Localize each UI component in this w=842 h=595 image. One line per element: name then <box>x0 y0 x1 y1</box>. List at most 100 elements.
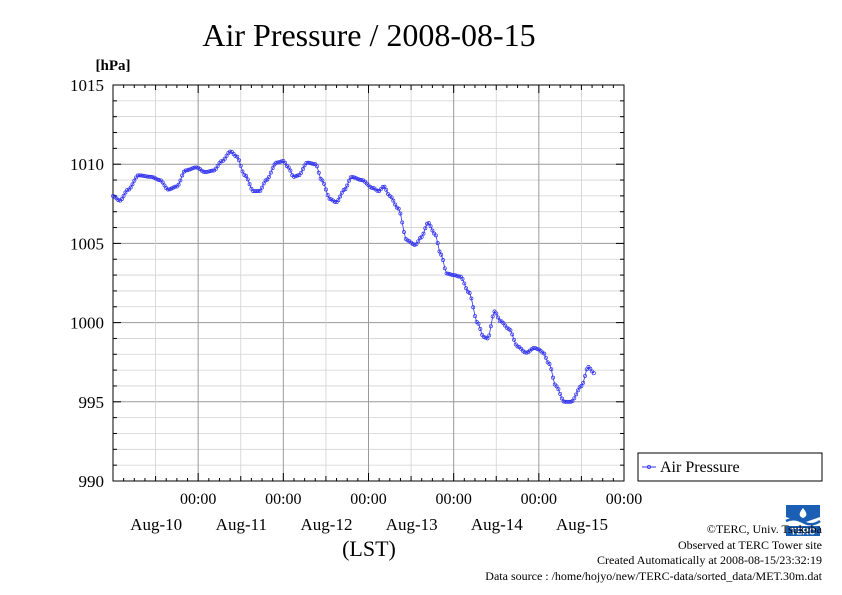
data-point <box>173 184 178 189</box>
data-point <box>473 314 477 319</box>
data-point <box>307 161 312 165</box>
data-point <box>142 174 147 179</box>
data-point <box>150 174 154 179</box>
data-point <box>166 187 170 192</box>
data-point <box>178 178 183 183</box>
data-point <box>192 165 197 170</box>
data-point <box>444 271 449 276</box>
data-point <box>469 296 474 301</box>
data-point <box>354 176 359 181</box>
data-point <box>554 384 559 389</box>
data-point <box>501 321 506 326</box>
data-point <box>288 168 293 173</box>
y-tick-label: 1015 <box>70 76 104 95</box>
data-point <box>547 362 552 366</box>
data-point <box>510 332 515 337</box>
credit-copyright: ©TERC, Univ. Tsukuba <box>706 522 822 536</box>
data-point <box>370 185 374 190</box>
data-point <box>467 291 472 295</box>
data-point <box>563 399 568 404</box>
data-point <box>433 233 438 238</box>
data-point <box>267 174 272 179</box>
data-point <box>558 391 563 396</box>
data-point <box>139 173 144 178</box>
x-tick-date-label: Aug-10 <box>130 515 182 534</box>
data-point <box>254 189 259 194</box>
data-point <box>137 173 142 178</box>
chart-title: Air Pressure / 2008-08-15 <box>202 17 535 53</box>
data-point <box>414 242 419 247</box>
data-point <box>215 163 220 168</box>
data-point <box>535 346 540 351</box>
data-point <box>380 185 385 189</box>
data-point <box>542 351 547 356</box>
data-point <box>155 177 160 182</box>
data-point <box>416 239 421 244</box>
data-point <box>464 286 469 291</box>
data-point <box>144 174 149 179</box>
data-point <box>274 160 279 165</box>
legend-box <box>637 452 823 482</box>
data-point <box>306 160 311 165</box>
logo-text: TERC <box>791 527 816 537</box>
data-point <box>160 180 165 185</box>
data-point <box>148 174 153 179</box>
data-point <box>533 346 538 351</box>
data-point <box>556 387 561 392</box>
data-point <box>130 182 135 187</box>
data-point <box>428 224 433 229</box>
data-point <box>490 314 495 319</box>
data-point <box>460 277 465 281</box>
y-axis-ticks: 990 995 1000 1005 1010 1015 <box>70 76 624 491</box>
data-point <box>423 226 428 231</box>
x-tick-time-label: 00:00 <box>606 491 642 508</box>
x-tick-date-label: Aug-15 <box>556 515 608 534</box>
data-point <box>325 193 330 198</box>
data-point <box>421 231 426 236</box>
data-point <box>194 165 199 170</box>
data-point <box>300 167 305 172</box>
data-point <box>402 230 406 234</box>
data-point <box>579 384 584 388</box>
data-point <box>343 187 348 192</box>
data-point <box>488 324 493 329</box>
data-point <box>210 168 215 173</box>
data-point <box>412 242 417 247</box>
data-point <box>575 388 580 393</box>
data-point <box>389 195 394 200</box>
data-point <box>123 190 128 195</box>
data-point <box>116 198 121 202</box>
data-point <box>295 173 300 178</box>
data-point <box>141 173 146 178</box>
data-point <box>522 350 527 355</box>
data-point <box>449 272 454 277</box>
y-tick-label: 1005 <box>70 234 104 253</box>
data-point <box>497 318 502 323</box>
data-point <box>233 153 238 158</box>
data-point <box>425 221 430 226</box>
data-point <box>345 183 350 188</box>
data-point <box>162 183 167 188</box>
data-point <box>565 399 570 404</box>
data-point <box>183 168 188 173</box>
data-point <box>187 167 192 172</box>
x-tick-time-label: 00:00 <box>435 491 471 508</box>
data-point <box>180 173 185 178</box>
data-point <box>347 178 351 183</box>
data-point <box>244 174 249 178</box>
data-point <box>471 305 476 310</box>
data-point <box>567 399 571 404</box>
data-point <box>238 163 243 168</box>
x-tick-date-label: Aug-14 <box>471 515 523 534</box>
data-point <box>258 188 263 193</box>
data-point <box>453 273 458 278</box>
data-point <box>543 355 548 360</box>
data-point <box>338 194 343 199</box>
data-point <box>111 193 115 198</box>
data-point <box>247 182 252 187</box>
x-axis-ticks: 00:00Aug-1000:00Aug-1100:00Aug-1200:00Au… <box>112 85 642 534</box>
data-point <box>185 168 190 173</box>
x-tick-date-label: Aug-11 <box>216 515 267 534</box>
data-point <box>261 181 266 186</box>
data-point <box>339 190 344 195</box>
